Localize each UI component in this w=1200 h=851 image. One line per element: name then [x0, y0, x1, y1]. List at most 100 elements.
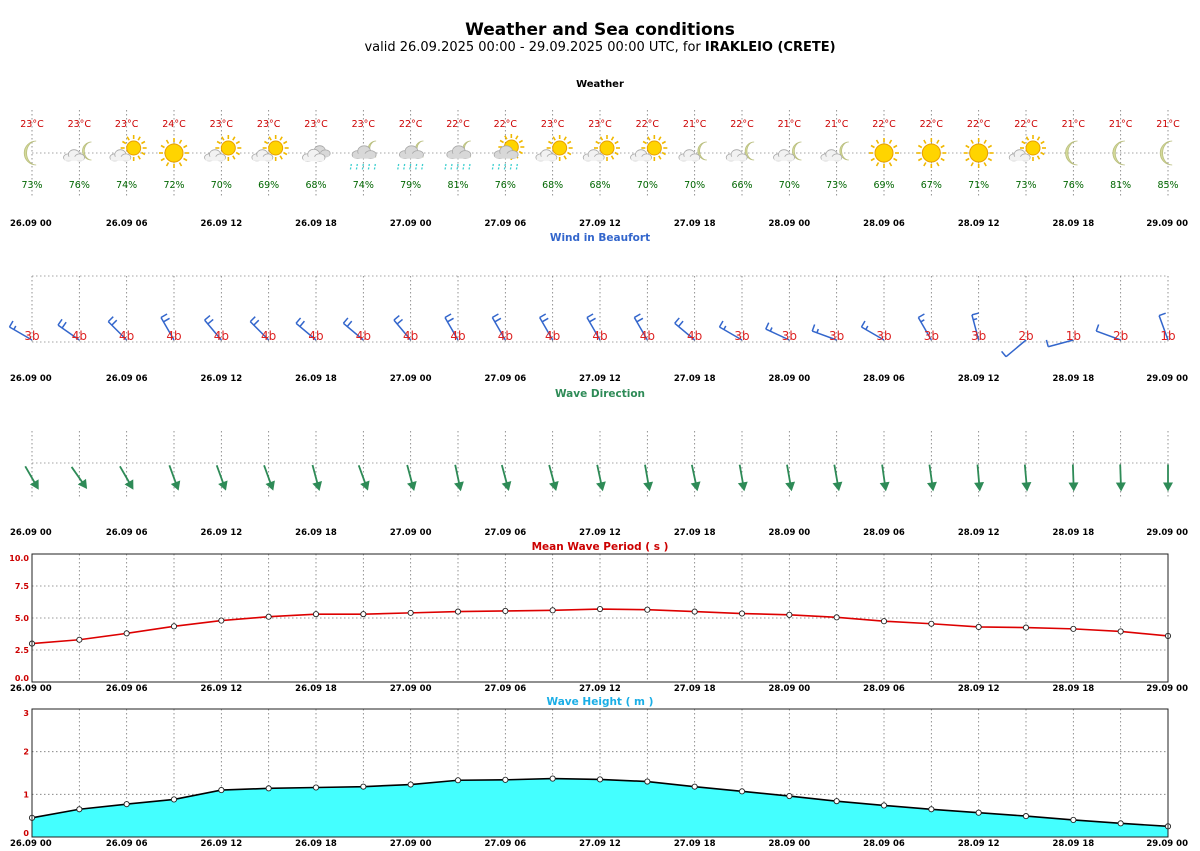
- sun-ray: [279, 155, 283, 160]
- cloud-sun-icon: [535, 135, 573, 162]
- wind-barb-tick: [678, 320, 684, 327]
- cloud-sun-icon: [1008, 135, 1046, 162]
- x-tick-label: 27.09 00: [390, 219, 432, 229]
- sun-ray: [614, 140, 619, 145]
- beaufort-label: 1b: [1066, 329, 1081, 343]
- data-point: [644, 778, 651, 785]
- wind-barb: [1001, 339, 1027, 358]
- sun-ray: [567, 140, 572, 145]
- wind-barb: [342, 317, 364, 341]
- wave-direction-title: Wave Direction: [555, 388, 645, 400]
- x-tick-label: 29.09 00: [1146, 219, 1188, 229]
- data-point: [265, 613, 272, 620]
- x-tick-label: 27.09 00: [390, 528, 432, 538]
- sun-ray: [595, 140, 600, 145]
- x-tick-label: 28.09 00: [768, 374, 810, 384]
- sun-disc: [921, 143, 941, 163]
- cloud-base: [631, 156, 651, 161]
- x-tick-label: 27.09 06: [484, 528, 526, 538]
- wind-barb-tick: [61, 321, 67, 329]
- wave-direction-arrow: [168, 465, 181, 491]
- wind-barb: [633, 313, 648, 341]
- temperature-label: 22°C: [730, 119, 754, 130]
- humidity-label: 79%: [400, 180, 421, 191]
- wind-barb-tick: [1095, 324, 1100, 332]
- wind-barb-tick: [586, 313, 594, 319]
- cloud-moon-icon: [678, 141, 707, 162]
- x-tick-label: 27.09 06: [484, 219, 526, 229]
- temperature-label: 22°C: [636, 119, 660, 130]
- beaufort-label: 4b: [356, 329, 371, 343]
- wave-direction-arrow: [785, 464, 796, 492]
- arrow-head: [407, 481, 417, 492]
- cloud-shape: [446, 145, 472, 160]
- arrow-head: [785, 481, 796, 492]
- x-tick-label: 26.09 00: [10, 839, 52, 849]
- data-point: [738, 788, 746, 795]
- sun-ray: [518, 139, 523, 144]
- sun-ray: [165, 162, 170, 167]
- x-tick-label: 27.09 00: [390, 374, 432, 384]
- sun-ray: [283, 140, 288, 145]
- sun-ray: [518, 150, 523, 155]
- cloud-moon-icon: [63, 141, 92, 162]
- cloud-shape: [302, 148, 326, 162]
- sun-disc: [164, 143, 184, 163]
- x-tick-label: 26.09 06: [106, 374, 148, 384]
- data-point: [786, 611, 793, 618]
- wind-barb-tick: [589, 317, 596, 323]
- sun-ray: [160, 157, 165, 162]
- sun-ray: [875, 162, 880, 167]
- cloud-sun-icon: [251, 135, 289, 162]
- sun-ray: [268, 136, 272, 141]
- rain-drop: [462, 163, 465, 171]
- arrow-shaft: [1071, 464, 1075, 486]
- beaufort-label: 4b: [592, 329, 607, 343]
- data-point: [170, 796, 178, 803]
- wave-direction-arrow: [1021, 464, 1032, 492]
- data-point: [549, 775, 556, 782]
- arrow-head: [312, 481, 322, 492]
- rain-drop: [468, 163, 471, 171]
- sun-disc: [552, 140, 568, 156]
- data-point: [454, 777, 462, 784]
- rain-drop: [409, 163, 412, 171]
- cloud-shape: [678, 149, 701, 162]
- weather-title: Weather: [576, 79, 624, 90]
- wave-direction-arrow: [974, 464, 985, 492]
- wave-direction-arrow: [737, 464, 748, 492]
- wind-barb: [718, 320, 743, 341]
- x-tick-label: 26.09 00: [10, 374, 52, 384]
- wind-barb: [586, 313, 601, 341]
- x-tick-label: 28.09 12: [958, 374, 1000, 384]
- data-point: [1117, 628, 1124, 635]
- sun-ray: [279, 136, 283, 141]
- rain-moon-icon: [397, 140, 424, 171]
- wind-barb-tick: [346, 320, 353, 327]
- sun-ray: [610, 155, 615, 160]
- wind-staff: [1095, 330, 1121, 341]
- sun-ray: [1021, 140, 1026, 145]
- sun-shape: [262, 135, 289, 161]
- beaufort-label: 4b: [450, 329, 465, 343]
- wind-staff: [1158, 315, 1169, 341]
- sun-ray: [965, 144, 970, 149]
- arrow-head: [501, 481, 512, 492]
- arrow-shaft: [1023, 464, 1028, 486]
- x-tick-label: 28.09 06: [863, 839, 905, 849]
- cloud-base: [400, 153, 423, 159]
- cloudy-icon: [302, 145, 331, 162]
- data-point: [360, 611, 367, 618]
- rain-drop: [456, 163, 459, 171]
- sun-ray: [599, 136, 604, 141]
- wind-barb-tick: [249, 316, 256, 323]
- sun-ray: [917, 157, 923, 162]
- cloud-base: [821, 156, 842, 161]
- sun-ray: [614, 151, 619, 156]
- humidity-label: 74%: [353, 180, 374, 191]
- sun-ray: [875, 139, 880, 144]
- sun-ray: [970, 139, 974, 144]
- y-tick-label: 0: [23, 829, 29, 838]
- moon-shape: [1159, 140, 1173, 166]
- data-point: [407, 781, 414, 788]
